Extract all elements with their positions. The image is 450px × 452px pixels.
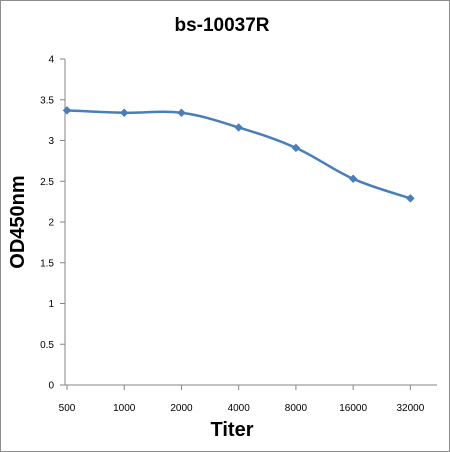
x-axis-label: Titer <box>211 419 254 441</box>
x-axis: 500 1000 2000 4000 8000 16000 32000 <box>59 384 437 414</box>
x-tick-label: 500 <box>59 403 76 414</box>
data-series <box>62 105 415 203</box>
y-axis: 0 0.5 1 1.5 2 2.5 3 3.5 4 <box>40 55 66 392</box>
x-tick-label: 4000 <box>228 403 251 414</box>
y-tick-label: 1.5 <box>40 258 54 269</box>
x-tick-label: 1000 <box>113 403 136 414</box>
data-point-marker <box>234 123 244 132</box>
data-point-marker <box>348 174 358 184</box>
y-tick-label: 3.5 <box>40 95 54 106</box>
data-point-marker <box>406 194 415 203</box>
x-tick-label: 8000 <box>285 403 308 414</box>
y-tick-label: 1 <box>48 299 54 310</box>
data-point-marker <box>62 105 72 115</box>
y-tick-label: 3 <box>48 136 54 147</box>
chart-title: bs-10037R <box>174 15 269 36</box>
y-tick-label: 2 <box>48 218 54 229</box>
x-tick-label: 16000 <box>339 403 367 414</box>
y-tick-label: 0 <box>48 381 54 392</box>
y-tick-label: 4 <box>48 55 54 66</box>
data-point-marker <box>177 108 186 118</box>
data-point-marker <box>291 143 301 153</box>
x-tick-label: 32000 <box>396 403 424 414</box>
y-tick-label: 0.5 <box>40 340 54 351</box>
y-axis-label: OD450nm <box>7 175 29 268</box>
data-point-marker <box>119 108 129 118</box>
y-tick-label: 2.5 <box>40 177 54 188</box>
x-tick-label: 2000 <box>170 403 193 414</box>
